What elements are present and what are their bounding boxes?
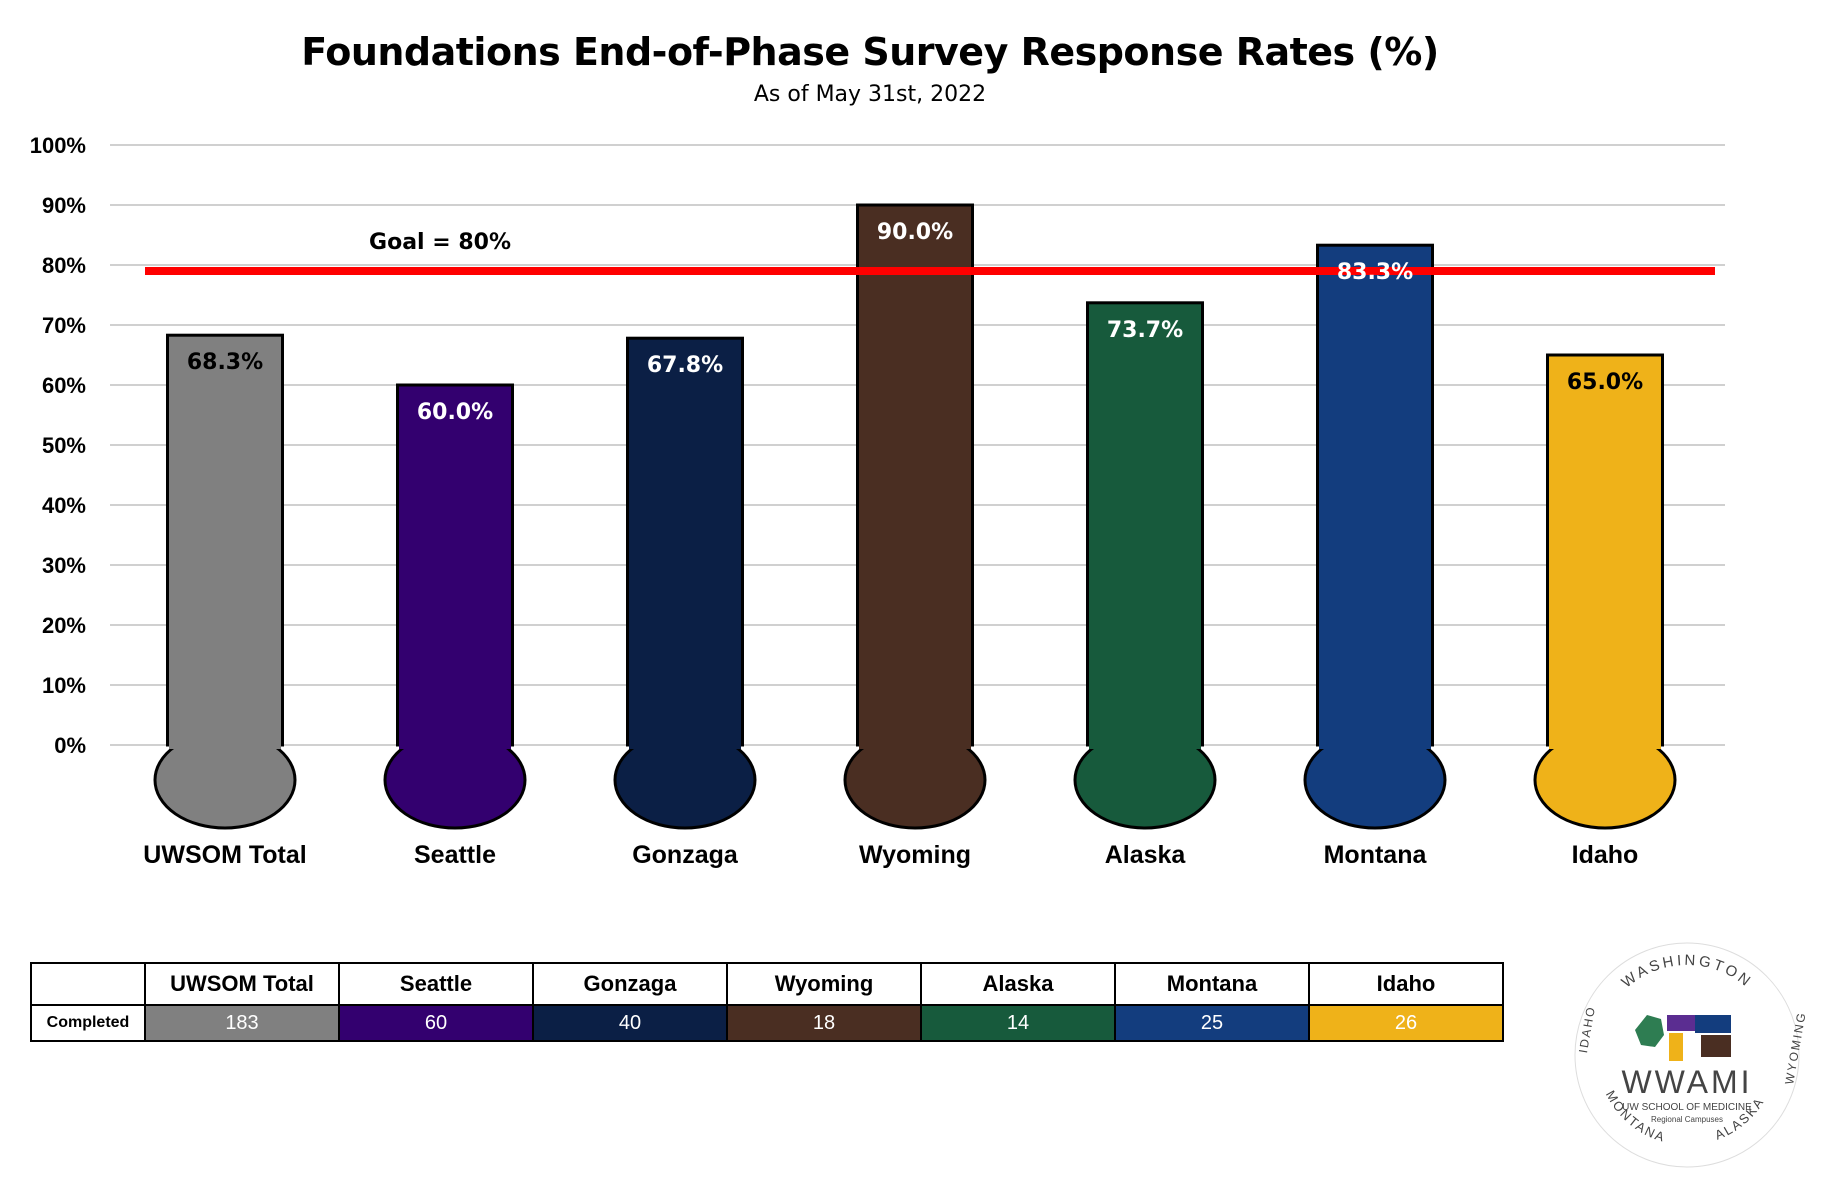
table-cell: 26: [1308, 1004, 1504, 1042]
x-category-label: Montana: [1324, 841, 1428, 869]
bar-chart: 0% 10% 20% 30% 40% 50% 60% 70% 80% 90% 100% Goal =…: [30, 133, 1725, 869]
x-category-label: Gonzaga: [632, 841, 739, 869]
bar-seam: [399, 743, 511, 749]
y-tick-label: 40%: [42, 493, 86, 518]
y-tick-label: 80%: [42, 253, 86, 278]
bar-seam: [1549, 743, 1661, 749]
x-axis-labels: UWSOM Total Seattle Gonzaga Wyoming Alaska Mo…: [143, 841, 1638, 869]
completed-table: UWSOM Total Seattle Gonzaga Wyoming Alas…: [30, 962, 1504, 1042]
data-label: 65.0%: [1567, 370, 1643, 395]
wwami-logo: WASHINGTON MONTANA ALASKA WYOMING IDAHO …: [1574, 942, 1807, 1168]
table-header-cell: Idaho: [1308, 962, 1504, 1006]
data-label: 60.0%: [417, 400, 493, 425]
table-cell: 40: [532, 1004, 728, 1042]
table-cell: 183: [144, 1004, 340, 1042]
data-label: 67.8%: [647, 353, 723, 378]
table-cell: 14: [920, 1004, 1116, 1042]
bar-seam: [859, 743, 971, 749]
goal-line-group: Goal = 80%: [145, 230, 1715, 275]
data-label: 73.7%: [1107, 318, 1183, 343]
data-label: 83.3%: [1337, 260, 1413, 285]
bar: [1086, 301, 1204, 747]
logo-seal-circle: [1574, 942, 1800, 1168]
table-cell: 18: [726, 1004, 922, 1042]
bar-seam: [629, 743, 741, 749]
y-tick-label: 30%: [42, 553, 86, 578]
table-row-label: Completed: [30, 1004, 146, 1042]
x-category-label: Idaho: [1572, 841, 1639, 869]
x-category-label: UWSOM Total: [143, 841, 306, 869]
bar-seam: [1089, 743, 1201, 749]
table-cell: 60: [338, 1004, 534, 1042]
table-row: Completed 183 60 40 18 14 25 26: [30, 1004, 1504, 1042]
y-axis-ticks: 0% 10% 20% 30% 40% 50% 60% 70% 80% 90% 100%: [30, 133, 86, 758]
logo-line1: UW SCHOOL OF MEDICINE: [1622, 1102, 1752, 1113]
bar: [856, 203, 974, 747]
goal-label: Goal = 80%: [369, 230, 511, 255]
table-corner-cell: [30, 962, 146, 1006]
table-header-cell: Montana: [1114, 962, 1310, 1006]
y-tick-label: 70%: [42, 313, 86, 338]
y-tick-label: 10%: [42, 673, 86, 698]
bar: [1546, 353, 1664, 747]
table-header-cell: Seattle: [338, 962, 534, 1006]
table-header-cell: UWSOM Total: [144, 962, 340, 1006]
data-labels: 68.3% 60.0% 67.8% 90.0% 73.7% 83.3% 65.0%: [187, 220, 1643, 425]
states-map-icon: [1635, 1015, 1731, 1061]
bar: [166, 333, 284, 747]
y-tick-label: 100%: [30, 133, 86, 158]
bar-seam: [1319, 743, 1431, 749]
bar-seam: [169, 743, 281, 749]
y-tick-label: 60%: [42, 373, 86, 398]
bar: [396, 383, 514, 747]
data-label: 90.0%: [877, 220, 953, 245]
chart-subtitle: As of May 31st, 2022: [753, 82, 987, 107]
table-header-cell: Gonzaga: [532, 962, 728, 1006]
y-tick-label: 90%: [42, 193, 86, 218]
y-tick-label: 50%: [42, 433, 86, 458]
bars: [153, 203, 1677, 830]
bar: [1316, 243, 1434, 747]
x-category-label: Alaska: [1105, 841, 1187, 869]
logo-wordmark: WWAMI: [1621, 1064, 1752, 1100]
table-header-cell: Alaska: [920, 962, 1116, 1006]
data-label: 68.3%: [187, 350, 263, 375]
y-tick-label: 20%: [42, 613, 86, 638]
logo-line2: Regional Campuses: [1651, 1115, 1723, 1124]
x-category-label: Wyoming: [859, 841, 971, 869]
table-cell: 25: [1114, 1004, 1310, 1042]
table-header-cell: Wyoming: [726, 962, 922, 1006]
table-header-row: UWSOM Total Seattle Gonzaga Wyoming Alas…: [30, 962, 1504, 1006]
y-tick-label: 0%: [54, 733, 86, 758]
chart-title: Foundations End-of-Phase Survey Response…: [301, 30, 1439, 74]
x-category-label: Seattle: [414, 841, 496, 869]
bar: [626, 336, 744, 747]
